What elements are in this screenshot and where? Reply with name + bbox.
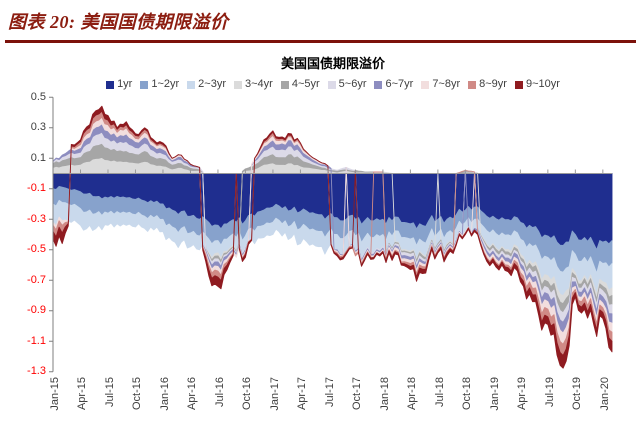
chart-legend: 1yr 1~2yr 2~3yr 3~4yr 4~5yr 5~6yr 6~7yr 7~8yr 8~… bbox=[40, 78, 626, 91]
legend-label: 1~2yr bbox=[151, 78, 180, 91]
y-tick-label: -0.5 bbox=[27, 243, 46, 256]
legend-item-6~7yr: 6~7yr bbox=[374, 78, 413, 91]
legend-label: 9~10yr bbox=[525, 78, 560, 91]
legend-item-1~2yr: 1~2yr bbox=[140, 78, 179, 91]
y-tick-label: 0.5 bbox=[30, 90, 46, 103]
x-tick-label: Jul-16 bbox=[213, 377, 226, 407]
legend-label: 4~5yr bbox=[291, 78, 320, 91]
legend-item-9~10yr: 9~10yr bbox=[514, 78, 560, 91]
x-tick-label: Jul-19 bbox=[543, 377, 556, 407]
area-series-9~10yr bbox=[52, 105, 613, 369]
legend-swatch bbox=[327, 80, 336, 89]
legend-item-7~8yr: 7~8yr bbox=[421, 78, 460, 91]
legend-swatch bbox=[280, 80, 289, 89]
x-tick-label: Jan-18 bbox=[378, 377, 391, 411]
legend-label: 1yr bbox=[117, 78, 133, 91]
x-tick-label: Oct-15 bbox=[131, 377, 144, 411]
x-tick-label: Jan-19 bbox=[488, 377, 501, 411]
legend-swatch bbox=[187, 80, 196, 89]
legend-item-1yr: 1yr bbox=[106, 78, 132, 91]
legend-swatch bbox=[374, 80, 383, 89]
x-tick-label: Apr-18 bbox=[406, 377, 419, 411]
y-tick-label: -1.3 bbox=[27, 365, 46, 378]
legend-label: 6~7yr bbox=[385, 78, 414, 91]
y-tick-label: -0.7 bbox=[27, 273, 46, 286]
legend-swatch bbox=[106, 80, 115, 89]
x-tick-label: Oct-18 bbox=[461, 377, 474, 411]
legend-swatch bbox=[514, 80, 523, 89]
y-tick-label: -1.1 bbox=[27, 334, 46, 347]
chart-title: 美国国债期限溢价 bbox=[280, 56, 385, 71]
x-tick-label: Jan-17 bbox=[268, 377, 281, 411]
x-tick-label: Jul-18 bbox=[433, 377, 446, 407]
x-tick-label: Jan-16 bbox=[158, 377, 171, 411]
legend-swatch bbox=[468, 80, 477, 89]
x-tick-label: Jan-15 bbox=[49, 377, 61, 411]
x-tick-label: Jul-15 bbox=[103, 377, 116, 407]
y-tick-label: -0.9 bbox=[27, 304, 46, 317]
legend-label: 8~9yr bbox=[479, 78, 507, 91]
legend-swatch bbox=[234, 80, 242, 89]
legend-label: 5~6yr bbox=[338, 78, 367, 91]
legend-item-3~4yr: 3~4yr bbox=[234, 78, 273, 91]
legend-label: 3~4yr bbox=[245, 78, 273, 91]
figure-caption: 图表 20: 美国国债期限溢价 bbox=[8, 12, 229, 32]
y-tick-label: -0.3 bbox=[27, 212, 46, 225]
x-tick-label: Oct-16 bbox=[241, 377, 254, 411]
x-tick-label: Apr-15 bbox=[76, 377, 89, 411]
x-tick-label: Oct-17 bbox=[351, 377, 364, 411]
y-tick-label: 0.1 bbox=[30, 151, 46, 164]
legend-item-5~6yr: 5~6yr bbox=[327, 78, 367, 91]
legend-swatch bbox=[140, 80, 149, 89]
legend-label: 2~3yr bbox=[198, 78, 226, 91]
x-tick-label: Apr-19 bbox=[516, 377, 529, 411]
y-tick-label: 0.3 bbox=[30, 121, 46, 134]
legend-swatch bbox=[421, 80, 430, 89]
x-tick-label: Oct-19 bbox=[571, 377, 584, 411]
header-divider bbox=[5, 40, 636, 43]
y-tick-label: -0.1 bbox=[27, 182, 46, 195]
legend-item-4~5yr: 4~5yr bbox=[280, 78, 320, 91]
legend-item-8~9yr: 8~9yr bbox=[468, 78, 507, 91]
legend-label: 7~8yr bbox=[432, 78, 461, 91]
legend-item-2~3yr: 2~3yr bbox=[187, 78, 226, 91]
x-tick-label: Jul-17 bbox=[323, 377, 336, 407]
x-tick-label: Jan-20 bbox=[598, 377, 611, 411]
x-tick-label: Apr-16 bbox=[186, 377, 199, 411]
x-tick-label: Apr-17 bbox=[296, 377, 309, 411]
